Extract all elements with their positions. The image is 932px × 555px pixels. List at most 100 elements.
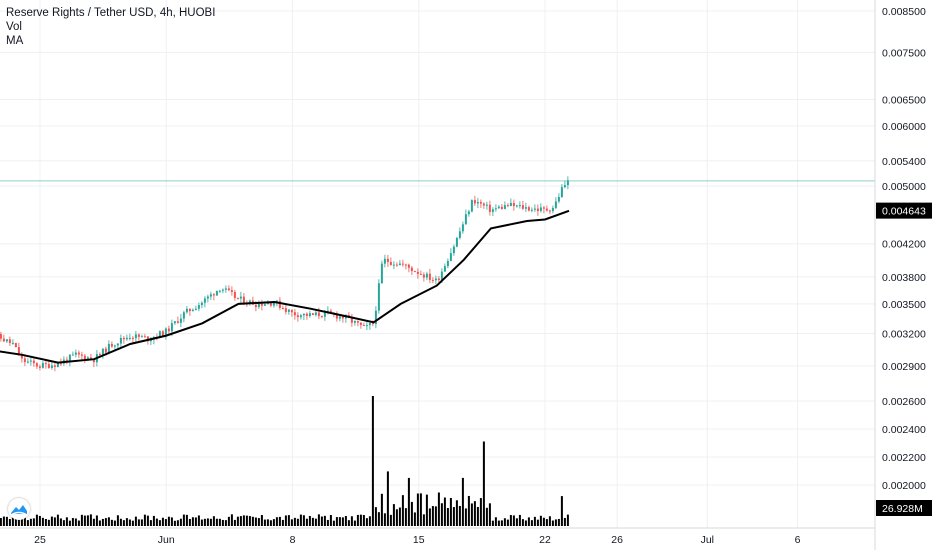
candle [218,289,221,294]
volume-bar [17,518,20,526]
candle [26,358,29,364]
price-tick-label: 0.002200 [882,452,926,464]
volume-bar [59,518,62,526]
tradingview-logo-icon[interactable] [8,498,30,520]
candle [116,343,119,349]
volume-bar [545,519,548,526]
volume-bar [479,498,482,526]
candle [311,312,314,316]
volume-bar [146,515,149,526]
volume-bar [431,506,434,526]
candle [290,309,293,317]
volume-indicator-label[interactable]: Vol [6,21,22,33]
candle-body [545,208,548,211]
candle [269,302,272,308]
candle-body [26,361,29,363]
candle [65,356,68,365]
volume-bar [62,520,65,526]
candle-body [566,180,569,186]
volume-bar [128,519,131,526]
volume-bar [560,496,563,526]
volume-bar [119,518,122,526]
volume-bar [266,519,269,526]
candle [365,321,368,331]
volume-bar [548,516,551,526]
volume-bar [425,494,428,526]
volume-bar [356,514,359,526]
candle [338,315,341,322]
candle-body [113,345,116,347]
candle-body [539,207,542,211]
volume-bar [272,519,275,526]
candle-body [527,207,530,211]
volume-bar [269,520,272,526]
volume-bar [419,493,422,526]
candle-body [356,320,359,323]
candle-body [194,308,197,310]
candle-body [326,310,329,312]
candle-body [83,355,86,360]
volume-bar [338,517,341,526]
volume-bar [140,519,143,526]
candle-body [290,309,293,313]
time-tick-label: 6 [795,534,801,546]
volume-value-badge [876,500,932,516]
candle-body [191,309,194,312]
candle [341,315,344,323]
time-tick-label: Jun [158,534,175,546]
candle-body [524,207,527,209]
candle-body [227,288,230,291]
candle-body [104,348,107,353]
candle [134,330,137,343]
volume-bar [392,504,395,526]
candle-body [437,278,440,280]
chart-legend: Reserve Rights / Tether USD, 4h, HUOBI V… [6,6,215,48]
symbol-title[interactable]: Reserve Rights / Tether USD, 4h, HUOBI [6,7,216,19]
volume-bar [518,514,521,526]
candle [413,270,416,273]
volume-bar [47,519,50,526]
time-axis[interactable]: 25 Jun 8 15 22 26 Jul 6 [34,534,800,546]
volume-bar [554,519,557,526]
candle [80,351,83,361]
volume-bar [95,515,98,526]
candle-body [20,355,23,359]
candle [140,334,143,338]
candle [236,297,239,300]
price-tick-label: 0.007500 [882,47,926,59]
candle-body [350,317,353,323]
candle [107,340,110,355]
candle-body [263,304,266,306]
volume-bar [473,501,476,526]
volume-bar [323,515,326,526]
moving-average-indicator-label[interactable]: MA [6,35,24,47]
volume-bar [389,514,392,526]
candle [221,288,224,294]
volume-bar [290,519,293,526]
candle-body [107,343,110,353]
volume-bar [137,519,140,526]
candle-body [173,321,176,324]
volume-bar [89,514,92,526]
candle [77,350,80,359]
candle [389,257,392,266]
candle-body [560,187,563,197]
candle-body [287,309,290,312]
candle-body [302,313,305,316]
candle-body [410,267,413,272]
price-axis[interactable]: 0.008500 0.007500 0.006500 0.006000 0.005400… [882,6,926,492]
candle-body [554,201,557,208]
volume-bar [533,516,536,526]
candle [38,364,41,371]
candle-body [386,258,389,262]
candle-body [398,263,401,266]
candle-body [53,365,56,368]
candle [455,236,458,248]
candle [473,195,476,206]
price-tick-label: 0.003200 [882,329,926,341]
candle-body [218,290,221,292]
volume-bar [209,518,212,526]
candle-body [143,336,146,338]
